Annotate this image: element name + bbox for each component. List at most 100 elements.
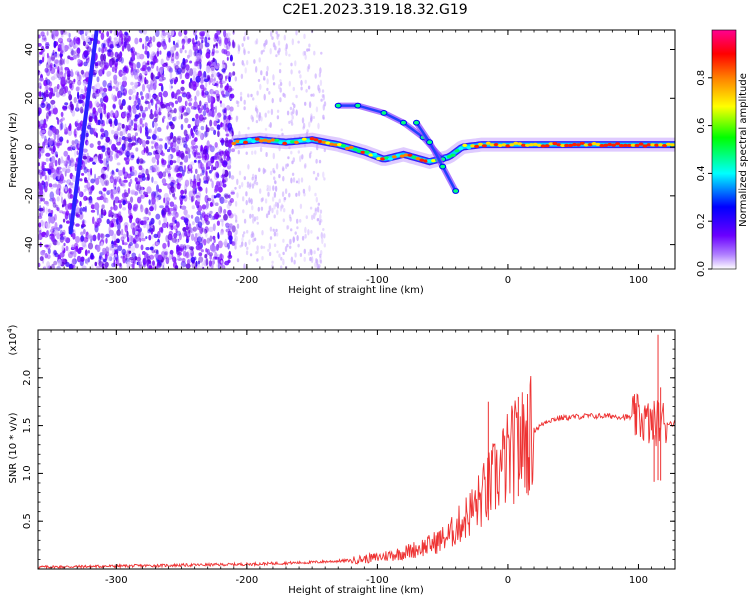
noise-speckle	[113, 233, 117, 241]
noise-speckle	[132, 222, 136, 226]
noise-speckle	[219, 150, 224, 156]
noise-speckle	[38, 162, 41, 167]
noise-speckle	[41, 180, 45, 186]
track-blob	[282, 141, 288, 145]
noise-speckle	[99, 159, 104, 164]
noise-speckle	[217, 130, 220, 138]
noise-speckle	[133, 203, 139, 209]
noise-speckle	[203, 78, 209, 83]
track-blob	[658, 143, 664, 147]
noise-speckle	[169, 109, 175, 114]
noise-speckle	[206, 127, 210, 133]
noise-speckle	[228, 212, 234, 219]
y-tick-label: 2.0	[22, 370, 33, 386]
noise-speckle	[257, 79, 261, 82]
noise-speckle	[291, 115, 294, 120]
noise-speckle	[51, 226, 56, 230]
noise-speckle	[211, 48, 215, 55]
track-blob	[528, 143, 534, 147]
noise-speckle	[176, 230, 182, 236]
noise-speckle	[150, 228, 153, 235]
noise-speckle	[236, 258, 240, 263]
noise-speckle	[222, 94, 227, 98]
track-blob	[250, 139, 256, 143]
noise-speckle	[190, 233, 195, 241]
noise-speckle	[220, 90, 225, 96]
noise-speckle	[69, 185, 74, 189]
noise-speckle	[60, 49, 63, 54]
noise-speckle	[308, 152, 312, 159]
noise-speckle	[52, 145, 56, 153]
noise-speckle	[158, 78, 164, 82]
noise-speckle	[196, 173, 200, 182]
noise-speckle	[47, 129, 53, 137]
noise-speckle	[299, 219, 302, 223]
noise-speckle	[305, 88, 308, 93]
noise-speckle	[178, 115, 182, 120]
noise-speckle	[129, 216, 133, 224]
track-blob	[595, 142, 601, 147]
noise-speckle	[310, 230, 313, 234]
noise-speckle	[45, 79, 51, 86]
noise-speckle	[45, 83, 49, 91]
noise-speckle	[295, 30, 298, 36]
noise-speckle	[268, 251, 272, 257]
noise-speckle	[39, 90, 42, 98]
noise-speckle	[160, 84, 164, 92]
noise-speckle	[280, 265, 283, 269]
noise-speckle	[258, 112, 262, 119]
x-tick-label: -100	[366, 575, 389, 586]
upper-branch-blob	[354, 102, 362, 109]
noise-speckle	[248, 199, 251, 203]
noise-speckle	[189, 246, 195, 251]
noise-speckle	[176, 60, 180, 65]
noise-speckle	[83, 228, 86, 235]
noise-speckle	[198, 252, 203, 257]
noise-speckle	[50, 216, 56, 224]
noise-speckle	[243, 176, 246, 181]
noise-speckle	[159, 128, 162, 132]
noise-speckle	[38, 107, 42, 115]
noise-speckle	[263, 93, 266, 101]
noise-speckle	[144, 50, 148, 55]
noise-speckle	[312, 170, 316, 175]
noise-speckle	[215, 115, 219, 122]
noise-speckle	[48, 91, 53, 100]
noise-speckle	[273, 44, 277, 51]
noise-speckle	[63, 150, 68, 157]
snr-x-label: Height of straight line (km)	[288, 585, 424, 596]
noise-speckle	[106, 112, 111, 119]
noise-speckle	[188, 102, 192, 107]
noise-speckle	[213, 36, 217, 43]
noise-speckle	[176, 151, 179, 157]
noise-speckle	[61, 245, 64, 251]
noise-speckle	[174, 116, 177, 121]
noise-speckle	[278, 84, 281, 90]
noise-speckle	[103, 211, 107, 216]
track-blob	[387, 157, 393, 161]
noise-speckle	[39, 210, 44, 217]
noise-speckle	[167, 154, 171, 161]
track-blob	[333, 143, 339, 147]
noise-speckle	[54, 159, 58, 167]
noise-speckle	[202, 31, 206, 35]
noise-speckle	[58, 76, 62, 81]
track-blob	[415, 157, 421, 161]
noise-speckle	[82, 148, 88, 153]
noise-speckle	[182, 38, 185, 42]
noise-speckle	[59, 88, 64, 96]
noise-speckle	[151, 196, 156, 205]
noise-speckle	[229, 106, 234, 112]
noise-speckle	[38, 71, 42, 76]
noise-speckle	[214, 202, 219, 206]
noise-speckle	[101, 66, 105, 72]
noise-speckle	[101, 204, 105, 209]
noise-speckle	[113, 222, 118, 228]
noise-speckle	[39, 256, 44, 262]
noise-speckle	[64, 123, 67, 130]
noise-speckle	[52, 183, 58, 188]
noise-speckle	[156, 50, 160, 57]
noise-speckle	[141, 176, 146, 181]
track-blob	[254, 137, 260, 141]
noise-speckle	[146, 66, 151, 71]
